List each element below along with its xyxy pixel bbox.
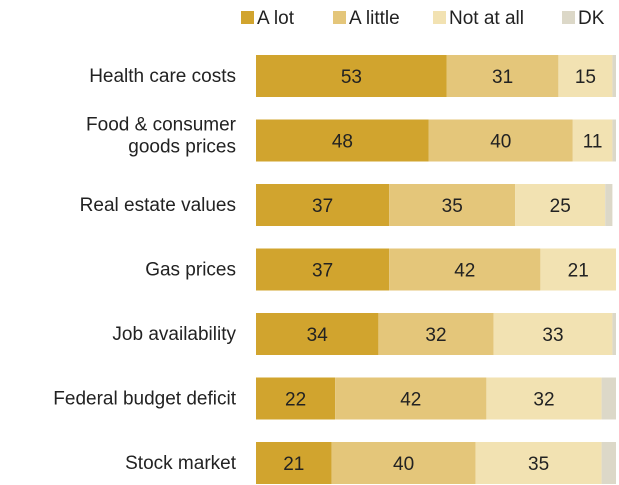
data-label-6-0: 21 (283, 454, 304, 475)
category-label-line-5-0: Federal budget deficit (53, 389, 236, 410)
data-label-0-0: 53 (341, 67, 362, 88)
bar-1-2 (572, 119, 613, 162)
bar-5-1 (335, 377, 487, 420)
data-label-1-1: 40 (490, 132, 511, 153)
bar-0-2 (558, 55, 613, 97)
bar-6-2 (475, 442, 602, 484)
data-label-5-1: 42 (400, 390, 421, 411)
data-label-3-1: 42 (454, 261, 475, 282)
data-label-3-0: 37 (312, 261, 333, 282)
category-label-line-3-0: Gas prices (145, 260, 236, 281)
legend-label-1: A little (349, 8, 400, 29)
data-label-1-0: 48 (332, 132, 353, 153)
bar-2-3 (605, 184, 613, 226)
category-label-5: Federal budget deficit (53, 389, 236, 410)
bar-3-2 (540, 248, 616, 291)
bar-3-1 (389, 248, 541, 291)
category-label-4: Job availability (112, 324, 236, 345)
bar-2-0 (256, 184, 390, 226)
category-label-line-1-0: Food & consumer (86, 115, 237, 136)
bar-0-1 (446, 55, 559, 97)
legend-label-0: A lot (257, 8, 295, 29)
legend-item-0: A lot (241, 8, 295, 29)
legend: A lot A little Not at all DK (241, 8, 605, 29)
bar-6-3 (601, 442, 616, 484)
category-label-3: Gas prices (145, 260, 236, 281)
category-label-1: Food & consumer goods prices (86, 115, 237, 158)
data-label-2-2: 25 (550, 196, 571, 217)
data-label-2-0: 37 (312, 196, 333, 217)
bar-4-1 (378, 313, 494, 355)
legend-swatch-2 (433, 11, 446, 24)
data-label-0-1: 31 (492, 67, 513, 88)
data-label-6-1: 40 (393, 454, 414, 475)
data-label-0-2: 15 (575, 67, 596, 88)
legend-label-3: DK (578, 8, 605, 29)
bar-2-2 (515, 184, 606, 226)
data-label-2-1: 35 (442, 196, 463, 217)
data-label-3-2: 21 (568, 261, 589, 282)
data-label-1-2: 11 (583, 132, 603, 153)
data-label-5-0: 22 (285, 390, 306, 411)
category-label-line-2-0: Real estate values (80, 195, 236, 216)
bar-1-0 (256, 119, 429, 162)
bar-2-1 (389, 184, 516, 226)
category-label-line-0-0: Health care costs (89, 66, 236, 87)
bar-0-3 (612, 55, 616, 97)
bar-3-0 (256, 248, 390, 291)
data-label-4-0: 34 (307, 325, 329, 346)
legend-item-2: Not at all (433, 8, 524, 29)
legend-swatch-0 (241, 11, 254, 24)
bar-4-2 (493, 313, 613, 355)
data-label-5-2: 32 (533, 390, 554, 411)
bar-4-3 (612, 313, 616, 355)
bar-5-2 (486, 377, 602, 420)
bar-1-3 (612, 119, 616, 162)
category-label-6: Stock market (125, 453, 237, 474)
bar-4-0 (256, 313, 379, 355)
category-label-2: Real estate values (80, 195, 236, 216)
category-label-line-1-1: goods prices (128, 137, 236, 158)
legend-swatch-3 (562, 11, 575, 24)
data-label-4-2: 33 (542, 325, 563, 346)
bar-0-0 (256, 55, 447, 97)
data-label-6-2: 35 (528, 454, 549, 475)
category-label-line-4-0: Job availability (112, 324, 236, 345)
bar-6-0 (256, 442, 332, 484)
data-label-4-1: 32 (425, 325, 446, 346)
legend-item-3: DK (562, 8, 605, 29)
legend-label-2: Not at all (449, 8, 524, 29)
bar-6-1 (331, 442, 476, 484)
bar-5-3 (601, 377, 616, 420)
legend-swatch-1 (333, 11, 346, 24)
bar-5-0 (256, 377, 336, 420)
bar-1-1 (428, 119, 573, 162)
category-label-0: Health care costs (89, 66, 236, 87)
legend-item-1: A little (333, 8, 400, 29)
category-label-line-6-0: Stock market (125, 453, 237, 474)
